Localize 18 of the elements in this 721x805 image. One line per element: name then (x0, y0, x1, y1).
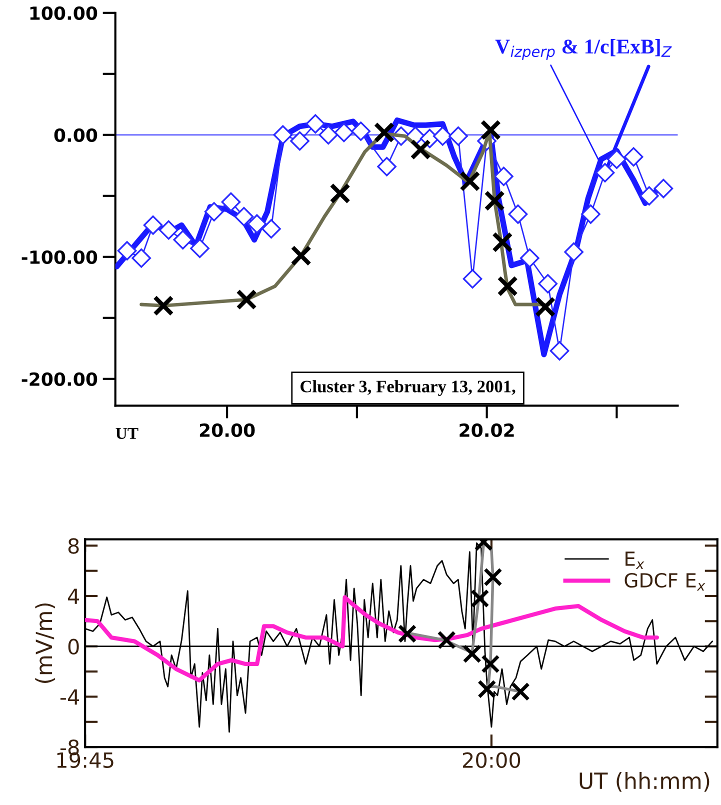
x-axis-title: UT (116, 428, 138, 440)
x-tick-label: 20:00 (462, 752, 520, 768)
x-tick-label: 20.00 (200, 423, 255, 438)
y-tick-label: 100.00 (30, 6, 98, 20)
y-tick-label: 0.00 (54, 128, 98, 142)
y-axis-title: (mV/m) (35, 603, 55, 683)
annotation: V$_{izperp}$ & 1/c[ExB]$_{Z}$ (495, 38, 672, 60)
y-tick-label: 4 (68, 588, 80, 604)
y-tick-label: -200.00 (22, 372, 98, 386)
y-tick-label: -100.00 (22, 250, 98, 264)
x-tick-label: 20.02 (460, 423, 514, 438)
y-tick-label: 8 (68, 538, 79, 554)
y-tick-label: -4 (60, 689, 80, 705)
legend-label: E$_{x}$ (626, 552, 644, 569)
y-tick-label: 0 (68, 638, 79, 655)
x-axis-title: UT (hh:mm) (580, 772, 710, 792)
annotation: Cluster 3, February 13, 2001, (300, 380, 516, 396)
legend-label: GDCF E$_{x}$ (624, 572, 706, 591)
